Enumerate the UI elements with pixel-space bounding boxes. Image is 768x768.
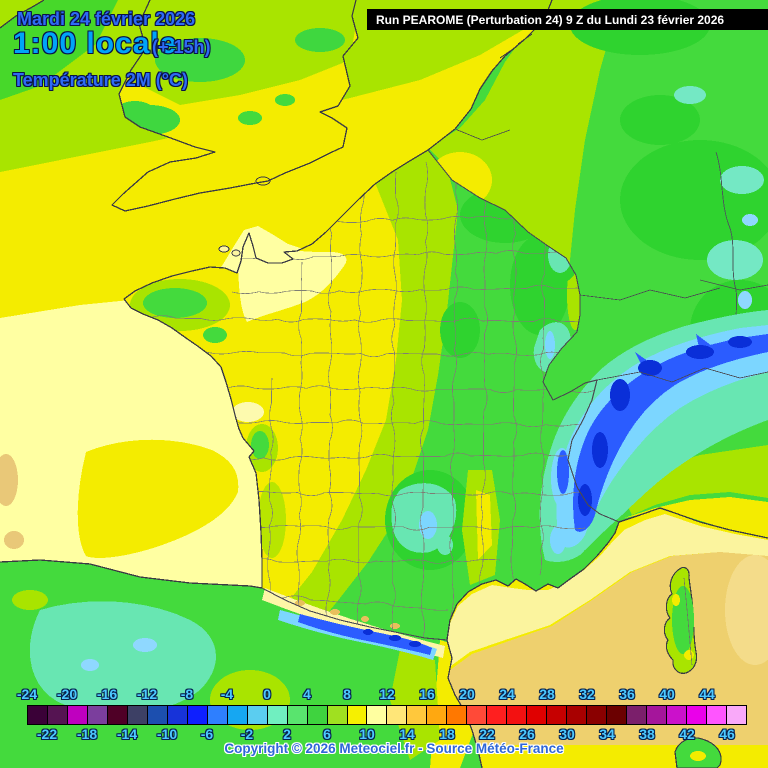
forecast-offset-label: (+ 15h)	[152, 37, 211, 57]
scale-label: 18	[439, 726, 455, 742]
scale-label: -18	[76, 726, 98, 742]
colorbar-cell	[586, 706, 607, 724]
scale-label: -22	[36, 726, 58, 742]
colorbar-cell	[406, 706, 427, 724]
run-info-banner: Run PEAROME (Perturbation 24) 9 Z du Lun…	[367, 9, 768, 30]
colorbar-cell	[646, 706, 666, 724]
scale-label: -10	[156, 726, 178, 742]
scale-label: 4	[303, 686, 311, 702]
colorbar-cell	[226, 706, 247, 724]
colorbar-cell	[28, 706, 47, 724]
scale-label: 10	[359, 726, 375, 742]
scale-label: 22	[479, 726, 495, 742]
colorbar-cell	[266, 706, 287, 724]
colorbar-cell	[606, 706, 627, 724]
colorbar-cell	[666, 706, 686, 724]
colorbar-cell	[366, 706, 387, 724]
colorbar-cell	[346, 706, 367, 724]
scale-label: -14	[116, 726, 138, 742]
country-borders	[261, 128, 768, 641]
colorbar-cell	[526, 706, 547, 724]
scale-label: 20	[459, 686, 475, 702]
scale-label: 8	[343, 686, 351, 702]
colorbar-cell	[466, 706, 487, 724]
scale-label: -12	[136, 686, 158, 702]
islands	[218, 176, 722, 768]
colorbar-cell	[146, 706, 167, 724]
scale-label: 30	[559, 726, 575, 742]
scale-label: 16	[419, 686, 435, 702]
scale-label: -4	[220, 686, 234, 702]
scale-label: 0	[263, 686, 271, 702]
colorbar-cell	[86, 706, 107, 724]
colorbar-cell	[246, 706, 267, 724]
colorbar-cell	[446, 706, 467, 724]
scale-label: 42	[679, 726, 695, 742]
scale-label: 34	[599, 726, 615, 742]
colorbar-cell	[66, 706, 87, 724]
colorbar-cell	[186, 706, 207, 724]
scale-label: 28	[539, 686, 555, 702]
alps-mountains	[539, 310, 768, 563]
colorbar-cell	[206, 706, 227, 724]
scale-label: 46	[719, 726, 735, 742]
scale-label: 26	[519, 726, 535, 742]
scale-label: 36	[619, 686, 635, 702]
scale-label: 38	[639, 726, 655, 742]
colorbar-cell	[106, 706, 127, 724]
colorbar-cell	[326, 706, 347, 724]
scale-label: 14	[399, 726, 415, 742]
scale-label: 24	[499, 686, 515, 702]
temperature-colorbar	[27, 705, 747, 725]
copyright-label: Copyright © 2026 Meteociel.fr - Source M…	[224, 741, 564, 756]
colorbar-cell	[705, 706, 726, 724]
colorbar-cell	[306, 706, 327, 724]
scale-label: -16	[96, 686, 118, 702]
department-borders	[131, 161, 601, 640]
scale-label: 12	[379, 686, 395, 702]
scale-label: 40	[659, 686, 675, 702]
run-info-text: Run PEAROME (Perturbation 24) 9 Z du Lun…	[376, 12, 725, 27]
colorbar-cell	[166, 706, 187, 724]
colorbar-cell	[426, 706, 447, 724]
scale-label: -20	[56, 686, 78, 702]
colorbar-cell	[546, 706, 567, 724]
scale-label: 6	[323, 726, 331, 742]
colorbar-cell	[126, 706, 147, 724]
colorbar-cell	[685, 706, 706, 724]
local-time-label: 1:00 locale	[13, 27, 178, 60]
colorbar-cell	[566, 706, 587, 724]
date-label: Mardi 24 février 2026	[17, 9, 196, 29]
parameter-label: Température 2M (°C)	[13, 70, 188, 90]
scale-label: 44	[699, 686, 715, 702]
scale-label: 2	[283, 726, 291, 742]
colorbar-cell	[626, 706, 647, 724]
colorbar-cell	[386, 706, 407, 724]
scale-label: -24	[16, 686, 38, 702]
scale-label: -2	[240, 726, 254, 742]
colorbar-cell	[486, 706, 507, 724]
colorbar-cell	[286, 706, 307, 724]
scale-label: -8	[180, 686, 194, 702]
scale-label: -6	[200, 726, 214, 742]
colorbar-cell	[506, 706, 527, 724]
colorbar-cell	[46, 706, 67, 724]
colorbar-cell	[725, 706, 746, 724]
scale-label: 32	[579, 686, 595, 702]
